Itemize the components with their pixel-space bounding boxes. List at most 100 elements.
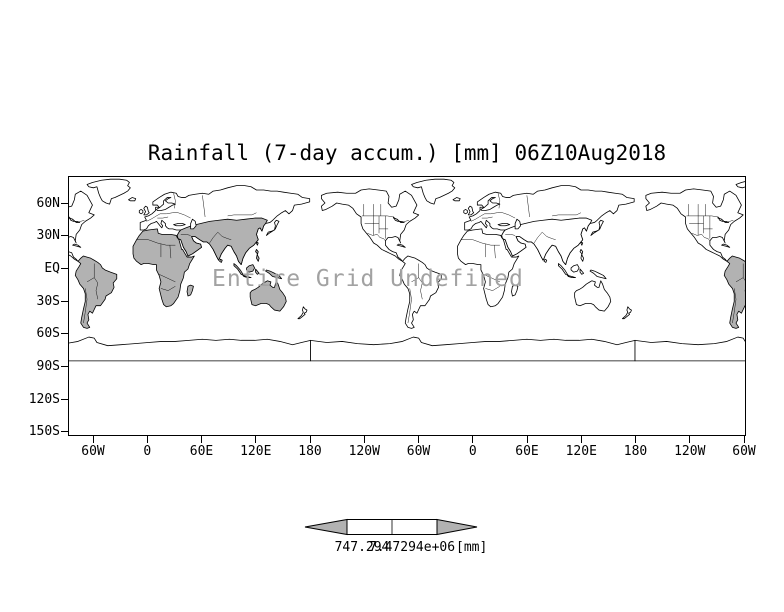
country-border <box>94 263 99 300</box>
country-border <box>173 193 176 209</box>
country-border <box>209 232 218 244</box>
x-axis-tick-label: 60W <box>81 444 105 459</box>
y-axis-tick-label: EQ <box>44 260 60 276</box>
country-border <box>411 277 419 283</box>
x-axis-tick-mark <box>689 436 691 443</box>
land-africa <box>457 228 520 308</box>
country-border <box>485 286 500 291</box>
country-border <box>169 245 172 259</box>
x-axis-tick-mark <box>201 436 202 443</box>
country-border <box>180 234 191 236</box>
country-border <box>154 212 179 218</box>
y-axis-tick-mark <box>61 300 68 302</box>
land-sulawesi <box>255 268 260 275</box>
land-newzealand <box>297 306 308 320</box>
land-sasia <box>501 217 593 266</box>
country-border <box>418 263 423 300</box>
country-border <box>481 216 493 219</box>
x-axis-tick-mark <box>743 436 745 443</box>
x-axis-tick-label: 0 <box>468 444 477 459</box>
land-greenland <box>735 181 745 189</box>
colorbar-left-arrow <box>304 518 348 536</box>
country-border <box>483 274 500 283</box>
country-border <box>497 193 501 209</box>
x-axis-tick-label: 180 <box>623 444 648 459</box>
land-southamerica <box>74 255 118 329</box>
land-iceland <box>452 197 461 202</box>
map-plot-area <box>68 176 746 436</box>
water-baltic <box>156 197 176 211</box>
country-border <box>217 232 232 240</box>
land-sasia <box>176 217 268 266</box>
y-axis-tick-label: 120S <box>28 391 60 407</box>
world-map-copy-1 <box>310 178 636 362</box>
x-axis-tick-label: 120E <box>565 444 597 459</box>
country-border <box>407 288 412 324</box>
country-border <box>494 245 496 259</box>
land-japan <box>266 219 280 236</box>
country-border <box>552 212 582 217</box>
x-axis-tick-mark <box>580 436 582 443</box>
country-border <box>367 233 386 241</box>
country-border <box>86 277 95 283</box>
y-axis-tick-mark <box>61 202 68 204</box>
land-northamerica <box>645 188 744 262</box>
x-axis-tick-label: 0 <box>143 444 152 459</box>
land-philippines <box>579 249 585 262</box>
country-border <box>479 212 503 218</box>
land-australia <box>249 280 287 312</box>
land-madagascar <box>511 284 519 297</box>
x-axis-tick-label: 60E <box>515 444 539 459</box>
y-axis-tick-label: 60N <box>36 195 60 211</box>
country-border <box>178 212 191 219</box>
y-axis-tick-label: 150S <box>28 424 60 440</box>
x-axis-tick-mark <box>146 436 148 443</box>
x-axis-tick-mark <box>255 436 257 443</box>
y-axis-tick-label: 60S <box>36 326 60 342</box>
land-iceland <box>128 197 137 202</box>
x-axis-tick-label: 120W <box>348 444 380 459</box>
land-taiwan <box>580 241 584 246</box>
y-axis-tick-label: 90S <box>36 359 60 375</box>
land-madagascar <box>186 284 194 297</box>
x-axis-tick-mark <box>418 436 419 443</box>
land-newguinea <box>265 269 283 280</box>
water-baltic <box>480 197 501 211</box>
land-borneo <box>246 264 256 273</box>
y-axis-tick-mark <box>61 333 68 335</box>
water-caspian <box>190 218 197 230</box>
country-border <box>202 195 206 218</box>
land-australia <box>574 280 612 312</box>
world-map-copy-2 <box>634 181 745 362</box>
country-border <box>732 288 737 324</box>
water-caspian <box>514 218 522 230</box>
x-axis-tick-mark <box>526 436 528 443</box>
land-philippines <box>255 249 260 262</box>
colorbar-units-label: [mm] <box>456 540 488 555</box>
x-axis-tick-label: 60E <box>189 444 214 459</box>
colorbar-tick-label: 747.294 <box>334 540 390 555</box>
land-japan <box>590 219 604 236</box>
y-axis-tick-mark <box>61 267 68 269</box>
land-africa <box>132 228 195 308</box>
x-axis-tick-mark <box>472 436 474 443</box>
land-cuba <box>721 243 731 248</box>
y-axis-tick-mark <box>61 235 68 237</box>
country-border <box>526 195 530 218</box>
land-cuba <box>72 243 82 248</box>
land-java <box>567 275 576 279</box>
land-greenland <box>86 178 131 205</box>
land-srilanka <box>543 258 548 263</box>
x-axis-tick-label: 60W <box>732 444 756 459</box>
country-border <box>505 234 516 236</box>
land-antarctica <box>634 336 745 362</box>
land-antarctica <box>310 336 636 362</box>
country-border <box>735 277 744 283</box>
land-cuba <box>396 243 406 248</box>
x-axis-tick-label: 120W <box>674 444 706 459</box>
y-axis-tick-mark <box>61 398 68 400</box>
y-axis-tick-label: 30N <box>36 228 60 244</box>
land-uk <box>467 205 475 216</box>
y-axis-tick-mark <box>61 431 68 433</box>
